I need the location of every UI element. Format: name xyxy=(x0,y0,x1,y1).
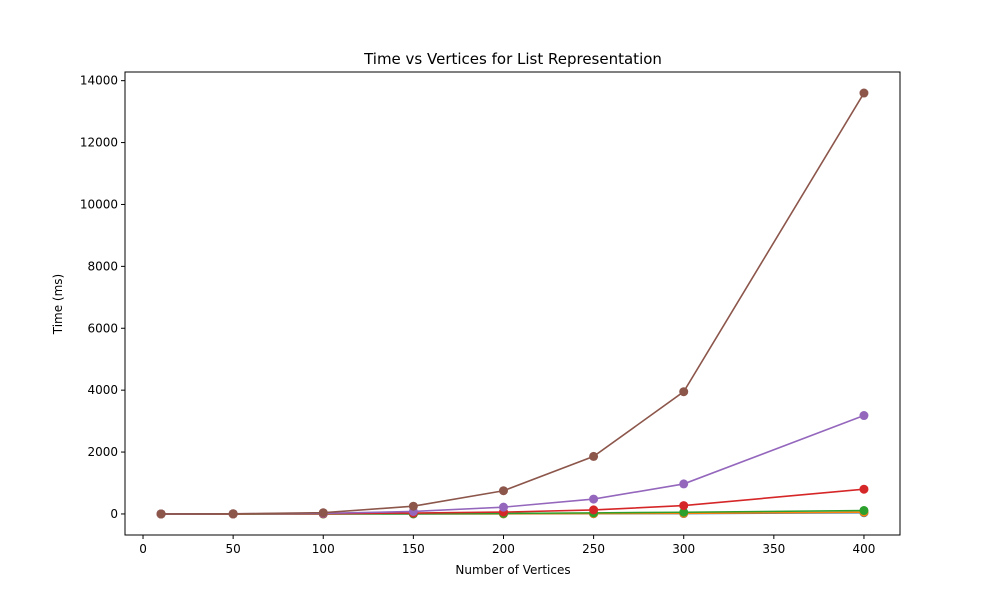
y-tick-label: 10000 xyxy=(80,197,118,211)
x-tick-label: 200 xyxy=(492,542,515,556)
x-tick-label: 250 xyxy=(582,542,605,556)
series-6-point xyxy=(679,387,689,397)
series-4-point xyxy=(589,505,599,515)
x-tick-label: 300 xyxy=(672,542,695,556)
series-6-line xyxy=(161,92,865,515)
series-5-point xyxy=(498,502,508,512)
series-4-point xyxy=(679,501,689,511)
y-tick-label: 14000 xyxy=(80,74,118,88)
x-tick-label: 150 xyxy=(402,542,425,556)
series-5-point xyxy=(859,411,869,421)
x-tick-label: 350 xyxy=(762,542,785,556)
y-tick-label: 8000 xyxy=(87,259,118,273)
axes-frame xyxy=(124,71,901,536)
series-6-point xyxy=(589,451,599,461)
series-6-point xyxy=(156,509,166,519)
x-tick-label: 0 xyxy=(139,542,147,556)
y-tick-label: 4000 xyxy=(87,383,118,397)
x-tick-label: 50 xyxy=(225,542,240,556)
series-6-point xyxy=(498,486,508,496)
y-tick-label: 0 xyxy=(110,507,118,521)
y-tick-label: 6000 xyxy=(87,321,118,335)
series-3-point xyxy=(679,507,689,517)
series-4-point xyxy=(859,484,869,494)
y-axis-label: Time (ms) xyxy=(51,274,65,336)
y-tick-label: 2000 xyxy=(87,445,118,459)
series-6-point xyxy=(859,88,869,98)
series-5-point xyxy=(589,494,599,504)
series-5-point xyxy=(679,479,689,489)
series-6-point xyxy=(408,501,418,511)
x-tick-label: 100 xyxy=(312,542,335,556)
plot-area: 0 50 100 150 200 250 300 350 4000200040006000800… xyxy=(80,71,901,556)
x-axis-label: Number of Vertices xyxy=(455,563,570,577)
series-4-line xyxy=(161,488,865,515)
chart-title: Time vs Vertices for List Representation xyxy=(363,50,662,68)
series-6-point xyxy=(318,508,328,518)
y-tick-label: 12000 xyxy=(80,136,118,150)
series-3-point xyxy=(859,506,869,516)
x-tick-label: 400 xyxy=(853,542,876,556)
series-6-point xyxy=(228,509,238,519)
